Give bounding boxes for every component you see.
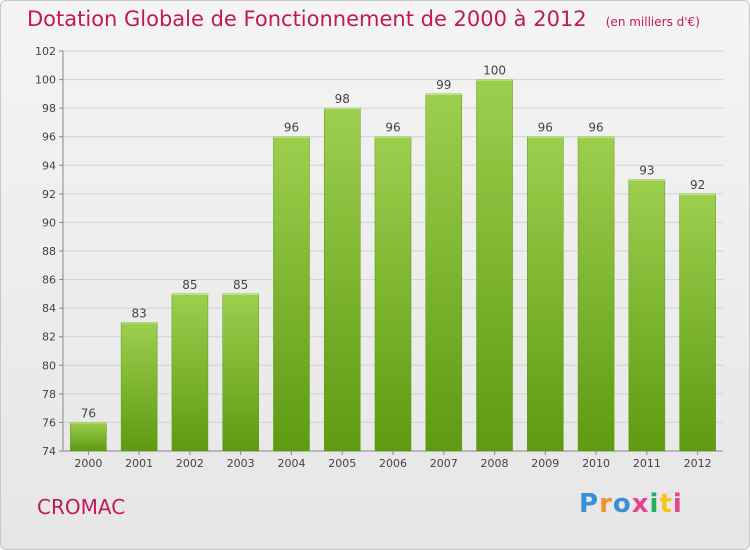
y-tick-label: 88 <box>42 245 56 258</box>
bar <box>120 322 158 452</box>
bar <box>70 422 107 452</box>
x-tick-label: 2007 <box>430 457 458 470</box>
bar <box>222 293 259 452</box>
x-tick-label: 2010 <box>582 457 610 470</box>
y-tick-label: 78 <box>42 388 56 401</box>
logo-letter: P <box>579 489 600 519</box>
bar-value-label: 96 <box>385 121 400 135</box>
bar <box>577 136 615 452</box>
logo-letter: i <box>649 489 660 519</box>
y-tick-label: 98 <box>42 102 56 115</box>
x-tick-label: 2000 <box>74 457 102 470</box>
bar <box>527 136 564 452</box>
y-tick-label: 74 <box>42 445 56 458</box>
bar <box>679 193 716 452</box>
bar-value-label: 85 <box>233 278 248 292</box>
y-tick-label: 82 <box>42 331 56 344</box>
bar <box>628 179 666 452</box>
logo-letter: x <box>631 489 650 519</box>
logo-letter: o <box>612 489 632 519</box>
bar-value-label: 76 <box>81 406 96 420</box>
logo-letter: i <box>672 489 683 519</box>
x-tick-label: 2011 <box>633 457 661 470</box>
chart-unit: (en milliers d'€) <box>605 15 700 29</box>
proxiti-logo: Proxiti <box>579 489 683 519</box>
commune-name: CROMAC <box>37 495 126 519</box>
chart-title-block: Dotation Globale de Fonctionnement de 20… <box>27 7 700 31</box>
bar-value-label: 96 <box>588 121 603 135</box>
y-tick-label: 96 <box>42 131 56 144</box>
x-tick-label: 2001 <box>125 457 153 470</box>
bar <box>171 293 209 452</box>
bar-value-label: 85 <box>182 278 197 292</box>
logo-letter: t <box>659 489 673 519</box>
x-tick-label: 2004 <box>277 457 305 470</box>
y-tick-label: 102 <box>35 45 56 58</box>
bar <box>425 93 463 452</box>
x-tick-label: 2008 <box>481 457 509 470</box>
y-tick-label: 90 <box>42 216 56 229</box>
bar-value-label: 83 <box>132 306 147 320</box>
x-tick-label: 2002 <box>176 457 204 470</box>
logo-letter: r <box>599 489 613 519</box>
y-tick-label: 100 <box>35 74 56 87</box>
x-tick-label: 2003 <box>227 457 255 470</box>
y-tick-label: 80 <box>42 359 56 372</box>
x-tick-label: 2005 <box>328 457 356 470</box>
x-tick-label: 2009 <box>531 457 559 470</box>
bar-value-label: 96 <box>538 121 553 135</box>
bar-value-label: 96 <box>284 121 299 135</box>
x-axis: 2000 2001 2002 2003 2004 2005 2006 2007 2008 2009… <box>74 451 712 470</box>
bar-value-label: 99 <box>436 78 451 92</box>
bars <box>70 79 716 452</box>
bar-value-label: 93 <box>639 164 654 178</box>
chart-title: Dotation Globale de Fonctionnement de 20… <box>27 7 587 31</box>
y-tick-label: 76 <box>42 416 56 429</box>
y-tick-label: 92 <box>42 188 56 201</box>
bar-value-label: 98 <box>335 92 350 106</box>
bar <box>323 107 361 452</box>
bar-value-label: 100 <box>483 64 506 78</box>
y-tick-label: 84 <box>42 302 56 315</box>
y-tick-label: 86 <box>42 274 56 287</box>
value-labels: 76 83 85 85 96 98 96 99 100 96 96 93 92 <box>81 64 706 421</box>
bar <box>476 79 513 452</box>
y-tick-label: 94 <box>42 159 56 172</box>
x-tick-label: 2006 <box>379 457 407 470</box>
bar-value-label: 92 <box>690 178 705 192</box>
x-tick-label: 2012 <box>684 457 712 470</box>
bar <box>273 136 310 452</box>
bar <box>374 136 412 452</box>
